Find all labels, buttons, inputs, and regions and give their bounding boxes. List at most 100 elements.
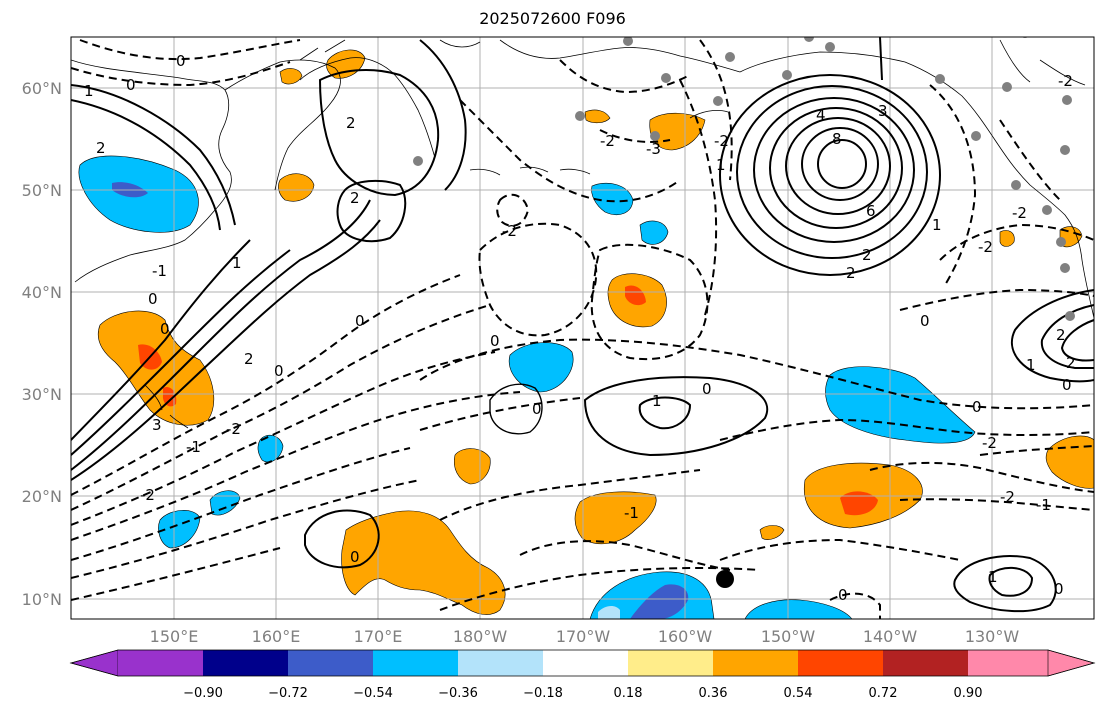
lon-label: 130°W <box>965 627 1020 646</box>
contour-high-4 <box>769 107 903 229</box>
pos-patch-k <box>584 109 611 124</box>
station-dot <box>1060 145 1070 155</box>
clabel: 0 <box>972 398 982 416</box>
latitude-labels: 10°N 20°N 30°N 40°N 50°N 60°N <box>22 79 62 609</box>
colorbar-label: −0.90 <box>183 686 223 701</box>
colorbar-bin <box>543 650 628 676</box>
station-dot <box>1065 311 1075 321</box>
colorbar-right-arrow <box>1047 649 1096 677</box>
colorbar-label: 0.36 <box>699 686 728 701</box>
contour-high-6 <box>801 127 879 201</box>
clabel: 0 <box>176 52 186 70</box>
pos-patch-e <box>341 510 506 615</box>
tropical-marker <box>716 570 734 588</box>
clabel: 0 <box>160 320 170 338</box>
colorbar-bin <box>288 650 373 676</box>
pos-patch-c <box>574 491 657 545</box>
colorbar-bin <box>968 650 1048 676</box>
clabel: -2 <box>714 132 729 150</box>
clabel: -1 <box>152 262 167 280</box>
station-markers <box>413 37 1075 321</box>
clabel: 0 <box>532 400 542 418</box>
colorbar-bin <box>628 650 713 676</box>
neg-patch-c <box>639 220 669 245</box>
clabel: 1 <box>232 254 242 272</box>
neg-patch-south2 <box>744 599 853 619</box>
neg-patch-e <box>209 490 241 516</box>
clabel: -2 <box>226 420 241 438</box>
lat-label: 30°N <box>22 385 62 404</box>
lon-label: 150°E <box>150 627 199 646</box>
clabel: 4 <box>816 106 826 124</box>
station-dot <box>935 74 945 84</box>
clabel: 1 <box>84 82 94 100</box>
clabel: -1 <box>624 504 639 522</box>
contours <box>71 37 1094 619</box>
neg-patch-south-core <box>630 584 689 619</box>
clabel: 0 <box>920 312 930 330</box>
station-dot <box>971 131 981 141</box>
clabel: 2 <box>862 246 872 264</box>
clabel: 0 <box>355 312 365 330</box>
clabel: 1 <box>988 568 998 586</box>
lon-label: 180°W <box>453 627 508 646</box>
colorbar-bin <box>713 650 798 676</box>
clabel: 0 <box>148 290 158 308</box>
station-dot <box>413 156 423 166</box>
clabel: -2 <box>1058 72 1073 90</box>
clabel: 6 <box>866 202 876 220</box>
colorbar-label: 0.72 <box>869 686 898 701</box>
clabel: -2 <box>982 434 997 452</box>
clabel: 0 <box>1062 376 1072 394</box>
station-dot <box>713 96 723 106</box>
lat-label: 40°N <box>22 283 62 302</box>
contour-high-3 <box>753 97 915 243</box>
colorbar-label: 0.54 <box>784 686 813 701</box>
contour-labels: 0 0 1 2 2 2 1 -1 0 0 2 0 3 -1 -2 -2 0 0 … <box>84 52 1076 604</box>
clabel: 2 <box>346 114 356 132</box>
colorbar-bin <box>203 650 288 676</box>
longitude-labels: 150°E 160°E 170°E 180°W 170°W 160°W 150°… <box>150 627 1020 646</box>
clabel: 0 <box>1054 580 1064 598</box>
station-dot <box>1002 82 1012 92</box>
neg-patch-south-light <box>598 606 620 619</box>
clabel: 8 <box>832 130 842 148</box>
lon-label: 160°E <box>252 627 301 646</box>
station-dot <box>661 73 671 83</box>
colorbar-bin <box>798 650 883 676</box>
pos-patch-d <box>453 448 491 485</box>
clabel: 2 <box>96 139 106 157</box>
colorbar-label: −0.54 <box>353 686 393 701</box>
station-dot <box>1056 237 1066 247</box>
clabel: 0 <box>350 548 360 566</box>
lon-label: 170°W <box>556 627 611 646</box>
station-dot <box>804 37 814 42</box>
pos-patch-n <box>759 525 785 540</box>
clabel: 0 <box>702 380 712 398</box>
station-dot <box>725 52 735 62</box>
lon-label: 170°E <box>354 627 403 646</box>
colorbar-label: 0.90 <box>954 686 983 701</box>
pos-patch-i <box>279 68 303 85</box>
neg-patch-a <box>508 342 574 393</box>
colorbar-bin <box>458 650 543 676</box>
lat-label: 20°N <box>22 487 62 506</box>
clabel: -2 <box>978 238 993 256</box>
clabel: 3 <box>152 416 162 434</box>
clabel: -2 <box>140 486 155 504</box>
pos-patch-japan-core2 <box>162 386 177 407</box>
pos-patch-m <box>999 230 1015 247</box>
clabel: -2 <box>502 222 517 240</box>
neg-patch-east <box>825 366 976 444</box>
clabel: -2 <box>1000 488 1015 506</box>
clabel: 2 <box>846 264 856 282</box>
lat-label: 50°N <box>22 181 62 200</box>
station-dot <box>782 70 792 80</box>
pos-patch-east-core <box>840 491 878 516</box>
clabel: 1 <box>652 392 662 410</box>
clabel: 0 <box>274 362 284 380</box>
station-dot <box>650 131 660 141</box>
clabel: 1 <box>1026 356 1036 374</box>
colorbar-label: −0.18 <box>523 686 563 701</box>
